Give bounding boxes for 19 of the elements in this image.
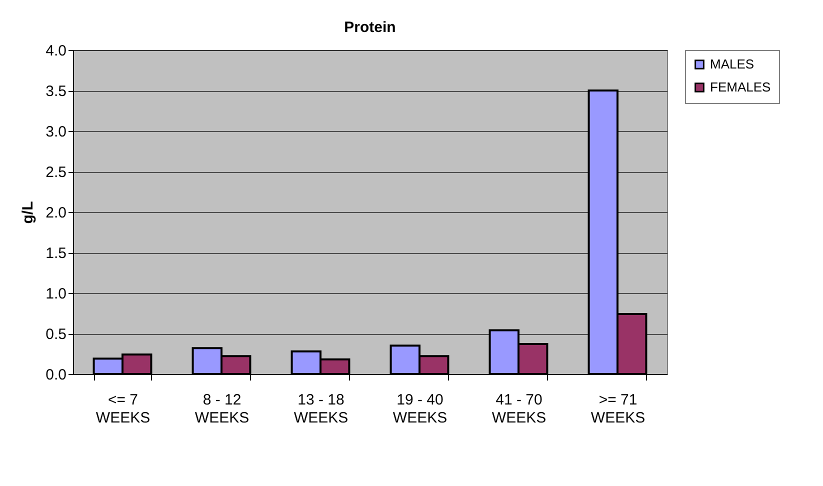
x-tick-label: 41 - 70 WEEKS [492, 392, 546, 426]
chart-title: Protein [344, 19, 396, 36]
legend-label: FEMALES [710, 80, 772, 94]
y-tick-label: 0.5 [46, 326, 66, 343]
y-tick-label: 2.0 [46, 204, 66, 222]
x-tick-label: 13 - 18 WEEKS [294, 392, 348, 426]
y-tick-label: 1.0 [46, 286, 66, 302]
x-tick-label: <= 7 WEEKS [96, 392, 150, 426]
legend-label: MALES [710, 56, 754, 72]
y-tick-label: 3.5 [46, 83, 66, 100]
y-tick-label: 3.0 [46, 124, 66, 140]
y-axis-title: g/L [20, 201, 37, 224]
x-tick-label: 8 - 12 WEEKS [194, 392, 250, 426]
y-tick-label: 4.0 [46, 42, 66, 60]
x-tick-label: 19 - 40 WEEKS [392, 392, 448, 426]
y-tick-label: 2.5 [46, 164, 66, 181]
y-tick-label: 0.0 [46, 366, 66, 384]
y-tick-label: 1.5 [46, 245, 66, 262]
x-tick-label: >= 71 WEEKS [590, 392, 646, 426]
